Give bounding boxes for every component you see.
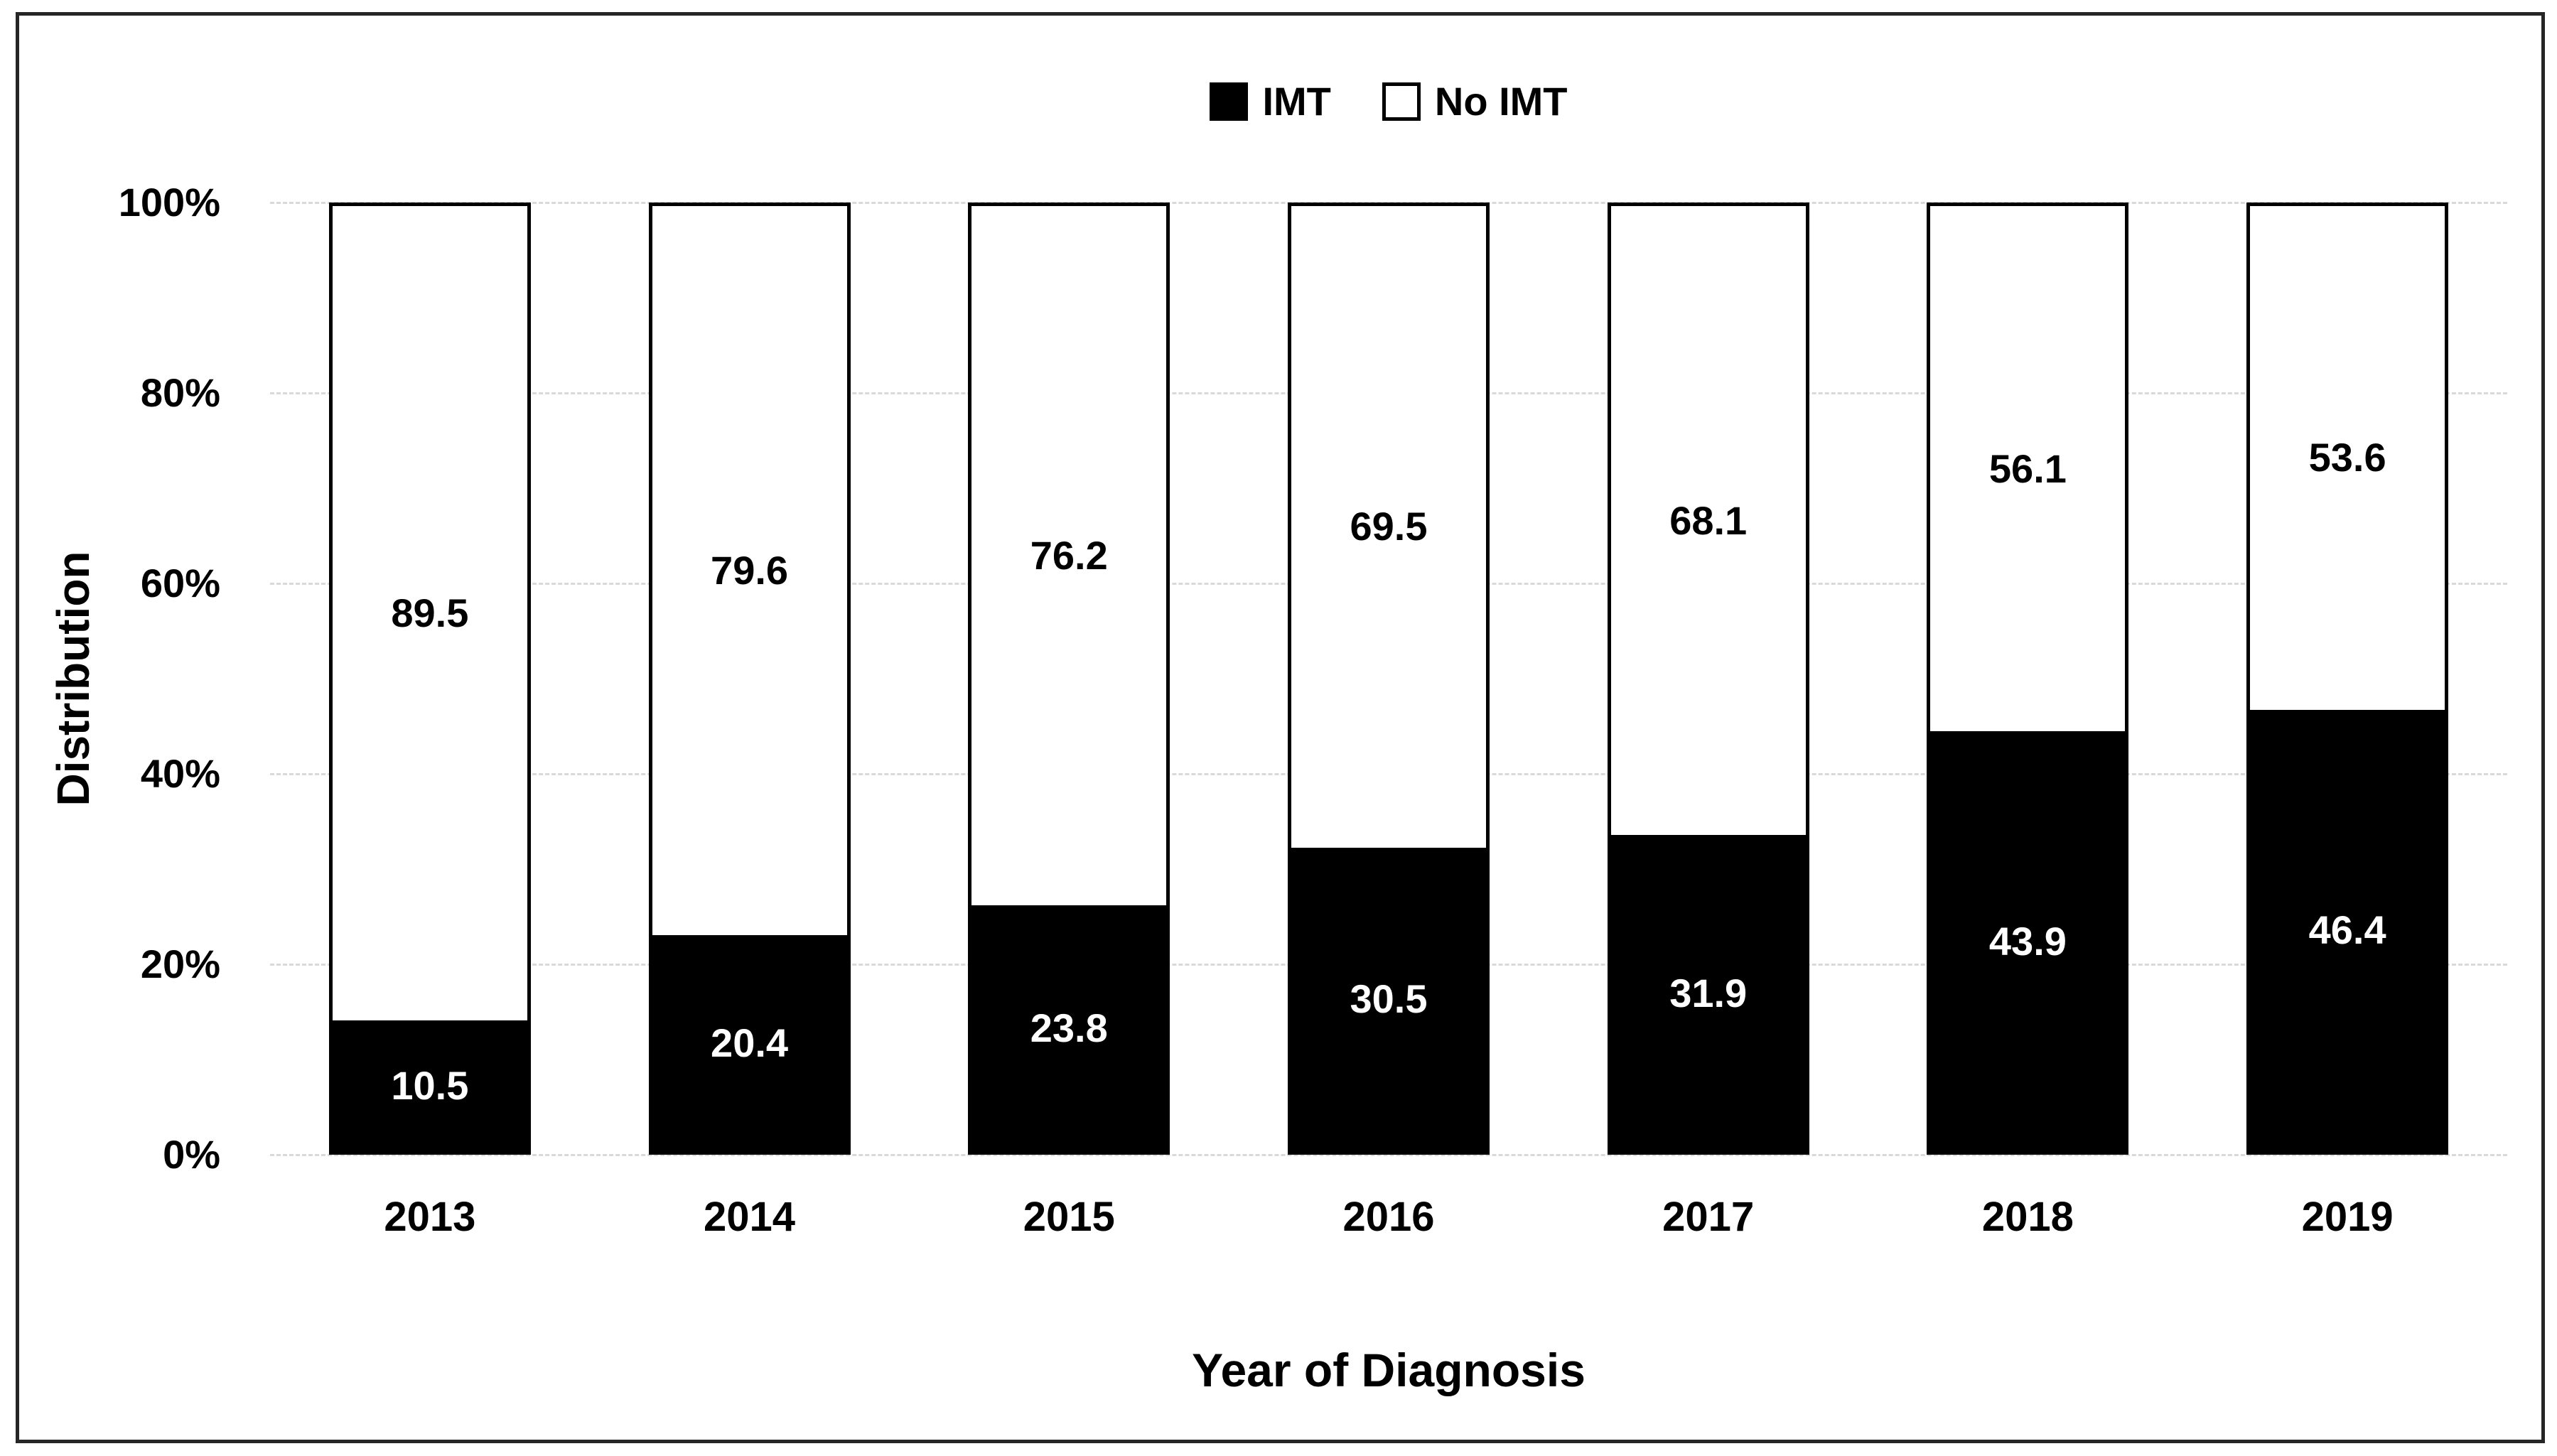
segment-no-imt-2015: 76.2: [971, 206, 1167, 906]
bar-2014: 79.6 20.4: [648, 203, 851, 1155]
legend-item-imt: IMT: [1210, 79, 1331, 124]
bar-2015: 76.2 23.8: [968, 203, 1170, 1155]
x-tick-label-2016: 2016: [1342, 1194, 1435, 1240]
y-tick-label-40: 40%: [140, 751, 220, 796]
segment-imt-2019: 46.4: [2250, 709, 2445, 1151]
segment-imt-2014: 20.4: [652, 934, 847, 1151]
segment-no-imt-2018: 56.1: [1930, 206, 2126, 732]
segment-no-imt-2019: 53.6: [2250, 206, 2445, 710]
segment-imt-2013: 10.5: [332, 1020, 527, 1151]
segment-imt-2016: 30.5: [1291, 847, 1486, 1151]
bar-2016: 69.5 30.5: [1287, 203, 1490, 1155]
bar-slot-2016: 69.5 30.5: [1229, 203, 1549, 1155]
legend: IMT No IMT: [270, 77, 2507, 126]
bar-slot-2013: 89.5 10.5: [270, 203, 590, 1155]
y-tick-label-100: 100%: [118, 180, 220, 225]
y-tick-label-0: 0%: [163, 1132, 220, 1177]
gridline-0: [270, 1153, 2507, 1156]
bar-slot-2014: 79.6 20.4: [590, 203, 910, 1155]
data-label-no-imt-2016: 69.5: [1350, 504, 1428, 549]
data-label-no-imt-2017: 68.1: [1669, 497, 1748, 543]
imt-swatch-icon: [1210, 82, 1249, 121]
data-label-no-imt-2013: 89.5: [391, 591, 469, 636]
segment-no-imt-2017: 68.1: [1610, 206, 1806, 836]
legend-item-no-imt: No IMT: [1382, 82, 1568, 122]
no-imt-swatch-icon: [1382, 82, 1421, 121]
x-tick-label-2013: 2013: [384, 1194, 476, 1240]
bar-2019: 53.6 46.4: [2246, 203, 2449, 1155]
data-label-imt-2017: 31.9: [1669, 970, 1748, 1015]
bar-slot-2019: 53.6 46.4: [2187, 203, 2507, 1155]
data-label-imt-2018: 43.9: [1988, 918, 2067, 964]
segment-imt-2017: 31.9: [1610, 835, 1806, 1151]
data-label-no-imt-2019: 53.6: [2308, 435, 2386, 480]
segment-imt-2015: 23.8: [971, 905, 1167, 1151]
legend-label-imt: IMT: [1262, 79, 1331, 124]
data-label-imt-2015: 23.8: [1030, 1005, 1108, 1051]
y-tick-label-60: 60%: [140, 561, 220, 605]
segment-no-imt-2014: 79.6: [652, 206, 847, 935]
data-label-no-imt-2018: 56.1: [1988, 446, 2067, 491]
data-label-no-imt-2015: 76.2: [1030, 533, 1108, 578]
bar-slot-2018: 56.1 43.9: [1868, 203, 2188, 1155]
segment-no-imt-2016: 69.5: [1291, 206, 1486, 848]
bar-slot-2015: 76.2 23.8: [909, 203, 1229, 1155]
segment-no-imt-2013: 89.5: [332, 206, 527, 1021]
data-label-no-imt-2014: 79.6: [711, 547, 789, 593]
x-tick-label-2015: 2015: [1023, 1194, 1115, 1240]
x-tick-label-2019: 2019: [2301, 1194, 2394, 1240]
y-tick-label-80: 80%: [140, 370, 220, 415]
data-label-imt-2013: 10.5: [391, 1063, 469, 1109]
y-tick-label-20: 20%: [140, 942, 220, 986]
segment-imt-2018: 43.9: [1930, 731, 2126, 1151]
legend-label-no-imt: No IMT: [1434, 79, 1568, 124]
data-label-imt-2016: 30.5: [1350, 976, 1428, 1022]
x-tick-label-2014: 2014: [704, 1194, 796, 1240]
x-tick-label-2018: 2018: [1981, 1194, 2074, 1240]
plot-area: 89.5 10.5 79.6 20.4 76.2 23.8 69.5 30.5 68.1 31.9…: [270, 201, 2507, 1156]
bar-2017: 68.1 31.9: [1607, 203, 1809, 1155]
data-label-imt-2014: 20.4: [711, 1020, 789, 1065]
bar-2013: 89.5 10.5: [328, 203, 531, 1155]
x-axis-title: Year of Diagnosis: [1192, 1344, 1586, 1396]
x-tick-label-2017: 2017: [1662, 1194, 1755, 1240]
bar-2018: 56.1 43.9: [1927, 203, 2129, 1155]
data-label-imt-2019: 46.4: [2308, 907, 2386, 953]
bar-slot-2017: 68.1 31.9: [1549, 203, 1868, 1155]
